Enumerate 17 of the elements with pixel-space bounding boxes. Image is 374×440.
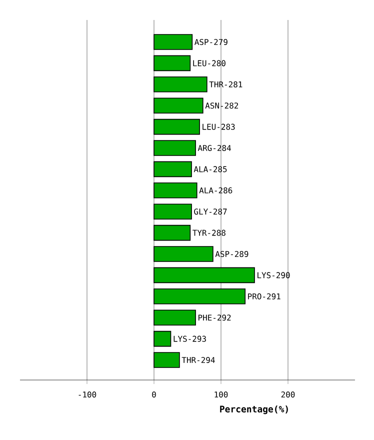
bar — [154, 34, 193, 50]
bar — [154, 246, 214, 262]
bar — [154, 204, 192, 220]
bar — [154, 310, 196, 326]
x-axis-title: Percentage(%) — [220, 406, 288, 414]
bar — [154, 182, 198, 198]
bar — [154, 288, 246, 304]
bar — [154, 224, 191, 241]
bar — [154, 118, 200, 135]
bar — [154, 330, 172, 347]
bar — [154, 76, 208, 92]
bar — [154, 55, 191, 72]
bar — [154, 140, 196, 156]
bar — [154, 161, 192, 178]
bar — [154, 98, 204, 114]
bar — [154, 267, 255, 284]
bar — [154, 352, 180, 368]
